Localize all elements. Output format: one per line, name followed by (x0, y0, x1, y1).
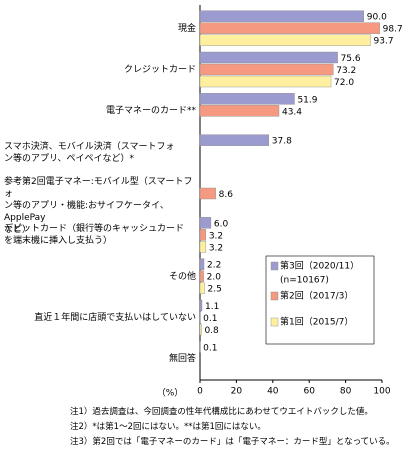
value-label: 51.9 (297, 95, 317, 105)
category-label: スマホ決済、モバイル決済（スマートフォ ン等のアプリ、ペイペイなど）* (4, 141, 175, 164)
value-label: 72.0 (334, 78, 354, 88)
bar (199, 217, 212, 229)
note: 注1）過去調査は、今回調査の性年代構成比にあわせてウエイトバックした値。 (70, 407, 373, 417)
legend-swatch (270, 261, 279, 271)
value-label: 43.4 (282, 107, 302, 117)
x-tick-label: 0 (197, 387, 203, 397)
category-label: デビットカード（銀行等のキャッシュカード を端末機に挿入し支払う） (4, 224, 185, 247)
x-tick-label: 100 (373, 387, 390, 397)
x-tick-label: 60 (303, 387, 315, 397)
category-label: 参考第2回電子マネー:モバイル型（スマートフォ ン等のアプリ・機能:おサイフケー… (4, 177, 193, 235)
value-label: 0.1 (203, 314, 217, 324)
value-label: 37.8 (272, 137, 292, 147)
value-label: 2.2 (207, 261, 221, 271)
bar (199, 93, 295, 105)
note: 注3）第2回では「電子マネーのカード」は「電子マネー：カード型」となっている。 (70, 437, 395, 447)
bar (199, 229, 207, 241)
bar (199, 258, 205, 270)
x-tick-label: 20 (231, 387, 243, 397)
x-axis-label: （%） (157, 388, 184, 399)
bar (199, 241, 207, 253)
category-label: クレジットカード (123, 65, 196, 75)
bar (199, 187, 216, 200)
value-label: 6.0 (214, 219, 229, 229)
bar (199, 34, 371, 46)
bar (199, 134, 269, 146)
note: 注2）*は第1～2回にはない。**は第1回にはない。 (70, 422, 266, 432)
category-label: 電子マネーのカード** (105, 106, 196, 117)
legend-swatch (270, 291, 279, 301)
value-label: 98.7 (383, 25, 403, 35)
value-label: 75.6 (341, 54, 361, 64)
value-label: 3.2 (209, 243, 223, 253)
bar (199, 270, 204, 282)
bar (199, 105, 280, 117)
category-label: その他 (168, 271, 196, 282)
legend-label: 第3回（2020/11） (280, 260, 359, 272)
bar (199, 63, 334, 76)
bar (199, 323, 202, 336)
value-label: 3.2 (209, 231, 223, 241)
value-label: 73.2 (336, 66, 356, 76)
category-label: 直近１年間に店頭で支払いはしていない (34, 313, 196, 323)
value-label: 8.6 (219, 190, 234, 200)
category-label: 現金 (177, 23, 196, 34)
bar (199, 299, 203, 312)
value-label: 0.1 (203, 343, 217, 353)
value-label: 93.7 (374, 37, 394, 47)
bar (199, 51, 338, 64)
bar (199, 75, 332, 88)
legend-label: 第1回（2015/7） (280, 316, 353, 328)
legend-box (265, 255, 375, 345)
bar (199, 22, 380, 34)
legend-label: 第2回（2017/3） (280, 290, 353, 302)
legend-note: (n=10167) (280, 276, 329, 286)
value-label: 2.0 (207, 273, 222, 283)
value-label: 90.0 (367, 13, 387, 23)
value-label: 1.1 (205, 302, 219, 312)
legend-swatch (270, 317, 279, 327)
x-tick-label: 80 (340, 387, 352, 397)
category-label: 無回答 (168, 354, 196, 365)
bar (199, 10, 365, 22)
bar (199, 282, 205, 294)
x-tick-label: 40 (267, 387, 279, 397)
value-label: 0.8 (204, 326, 219, 336)
value-label: 2.5 (208, 285, 222, 295)
